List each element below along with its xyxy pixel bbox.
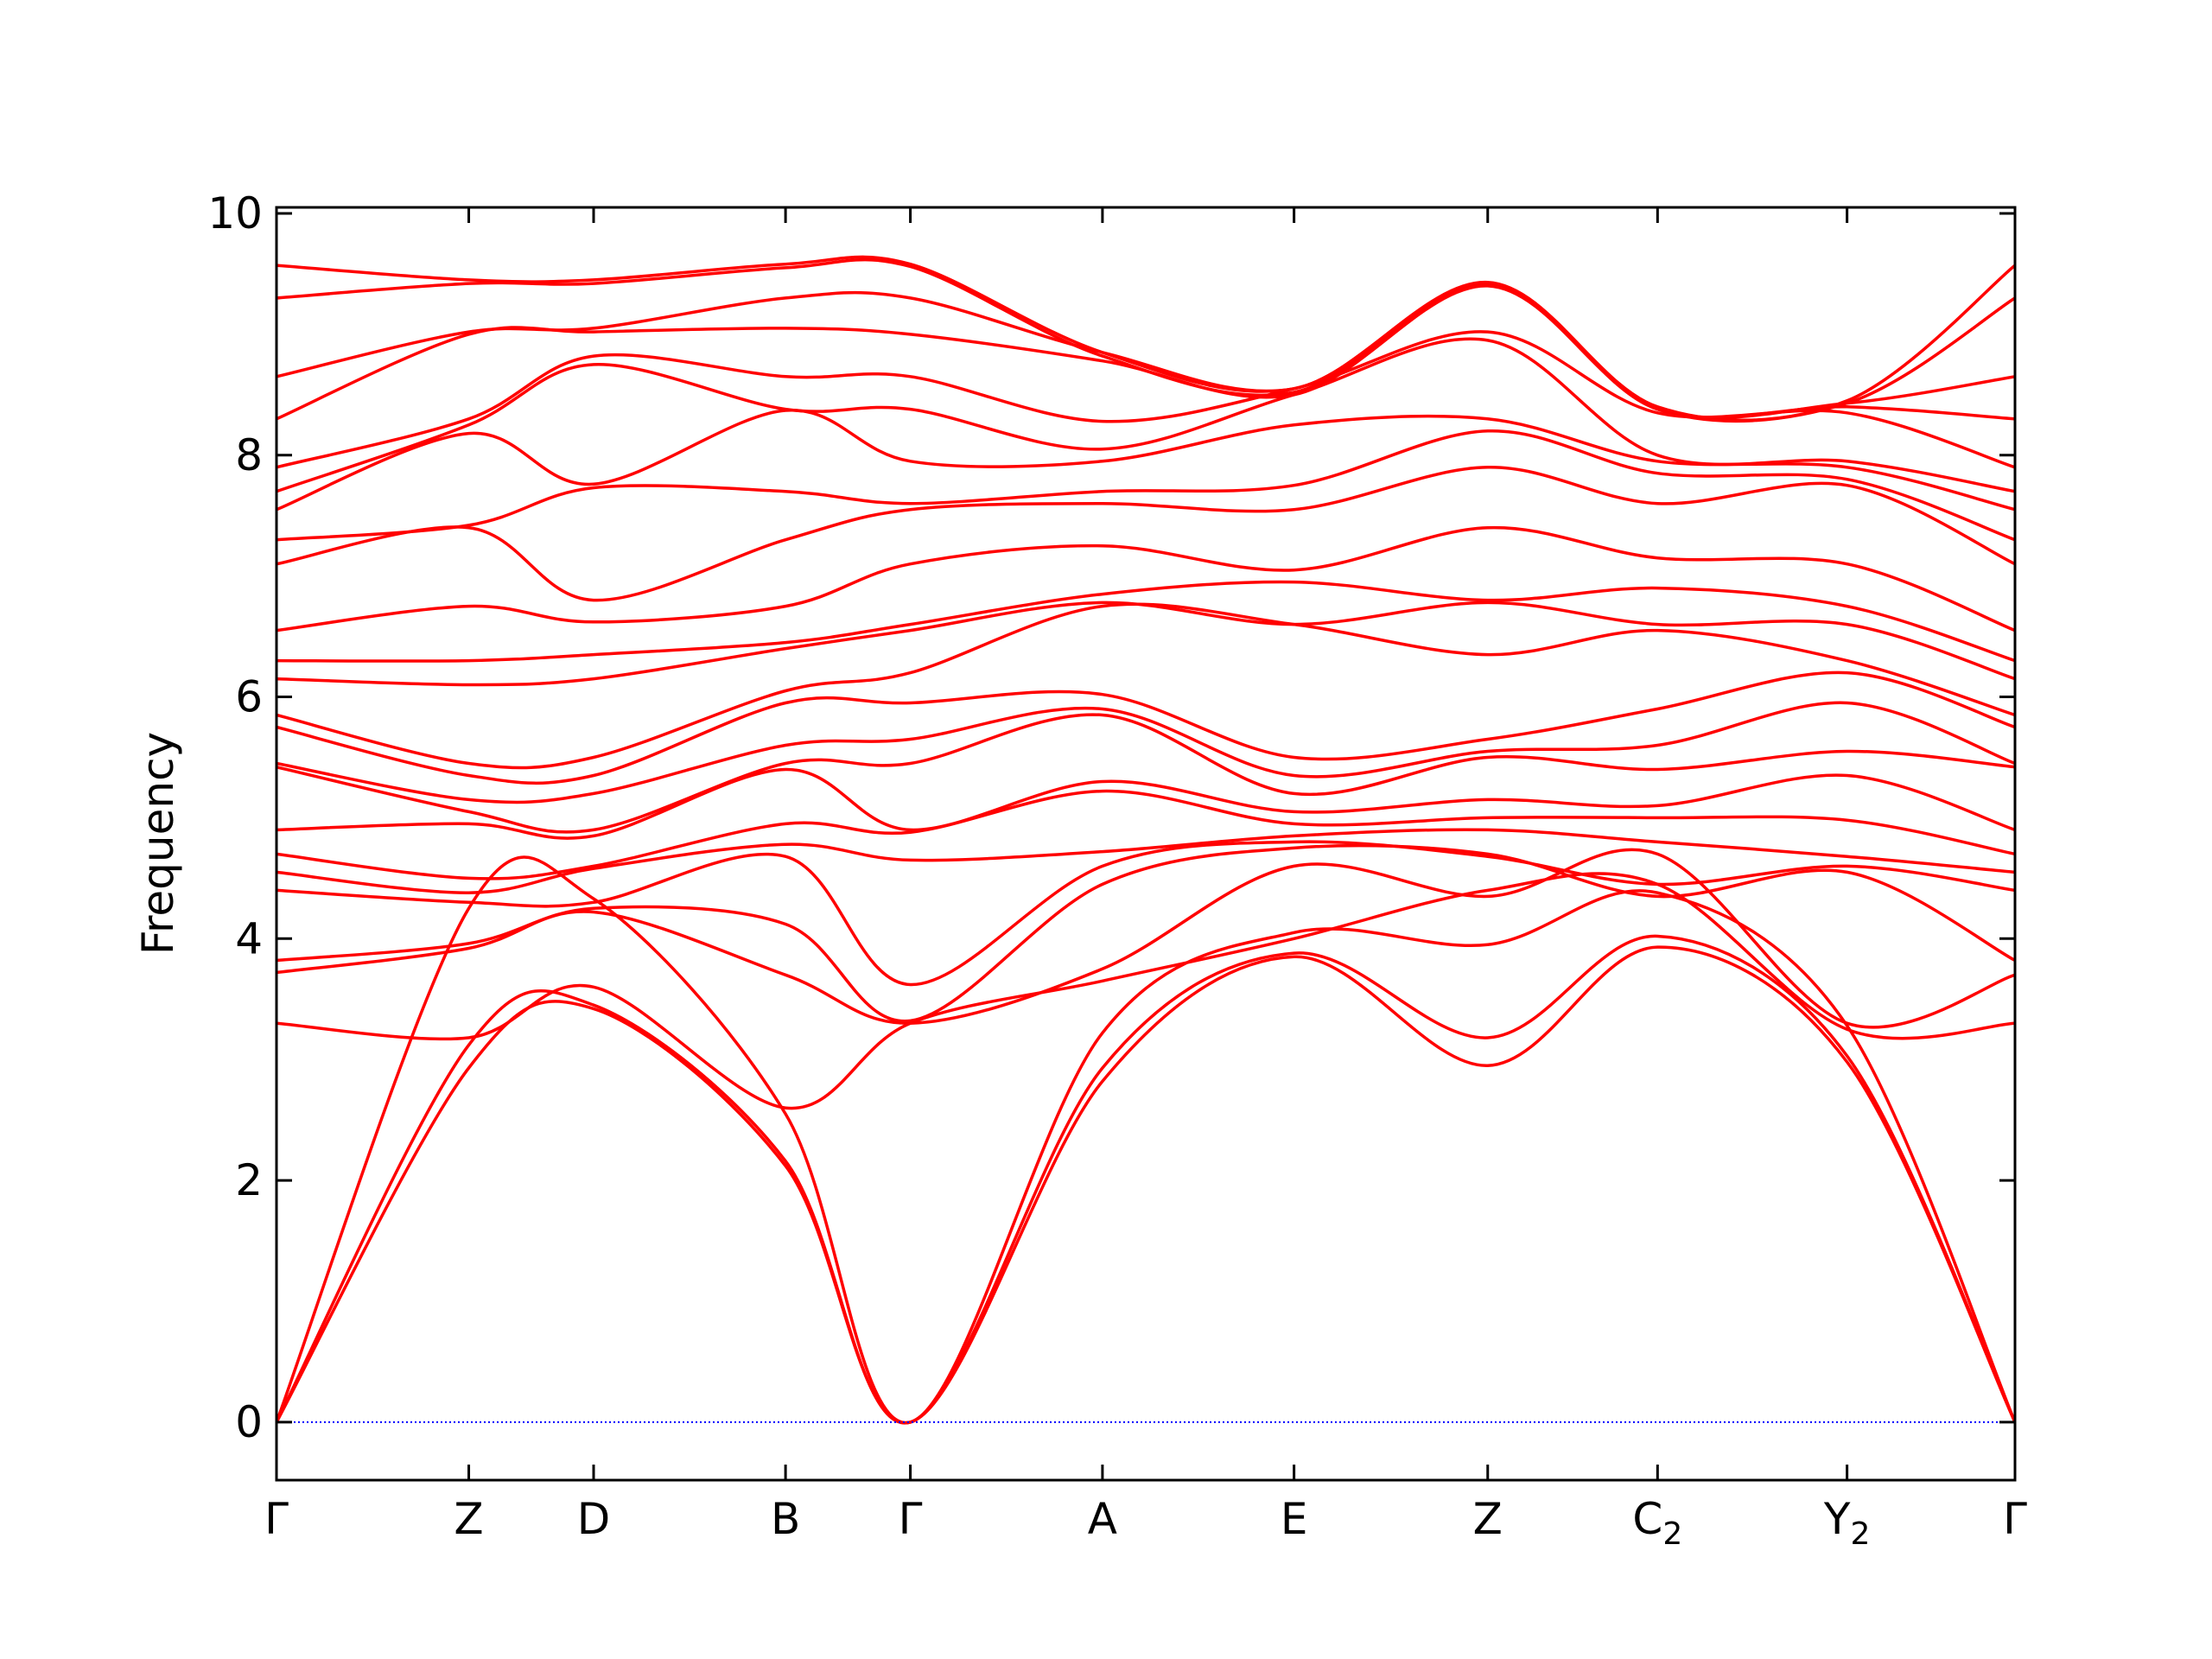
band-line-16 xyxy=(276,580,2015,663)
band-line-18 xyxy=(276,466,2015,602)
plot-frame xyxy=(275,206,2017,1482)
x-tick-label: C2 xyxy=(1632,1494,1682,1552)
band-line-21 xyxy=(276,337,2015,493)
series-layer xyxy=(276,255,2015,1425)
x-tick-label: Γ xyxy=(2003,1494,2027,1544)
band-line-6 xyxy=(276,843,2015,1023)
x-tick-label: Γ xyxy=(264,1494,289,1544)
band-line-1 xyxy=(276,945,2015,1425)
band-line-7 xyxy=(276,840,2015,987)
x-tick-label: Z xyxy=(1473,1494,1503,1544)
x-tick-label: E xyxy=(1281,1494,1308,1544)
y-tick-label: 6 xyxy=(235,672,263,722)
y-tick-label: 10 xyxy=(207,188,263,238)
band-line-14 xyxy=(276,602,2015,770)
x-tick-label: Γ xyxy=(899,1494,923,1544)
band-line-9 xyxy=(276,789,2015,880)
band-line-15 xyxy=(276,601,2015,687)
y-axis-label: Frequency xyxy=(133,732,183,955)
x-tick-label: D xyxy=(577,1494,611,1544)
y-tick-label: 2 xyxy=(235,1155,263,1205)
x-tick-label: Z xyxy=(454,1494,483,1544)
band-line-4 xyxy=(276,872,2015,1110)
band-line-17 xyxy=(276,525,2015,632)
y-tick-label: 8 xyxy=(235,430,263,480)
y-tick-label: 4 xyxy=(235,913,263,963)
band-line-19 xyxy=(276,429,2015,542)
band-line-11 xyxy=(276,713,2015,834)
x-tick-label: A xyxy=(1088,1494,1117,1544)
band-line-2 xyxy=(276,934,2015,1425)
band-line-10 xyxy=(276,767,2015,840)
x-tick-label: B xyxy=(771,1494,800,1544)
band-line-12 xyxy=(276,701,2015,804)
band-line-8 xyxy=(276,828,2015,894)
band-line-26 xyxy=(276,255,2015,423)
band-line-13 xyxy=(276,671,2015,785)
y-tick-label: 0 xyxy=(235,1397,263,1447)
